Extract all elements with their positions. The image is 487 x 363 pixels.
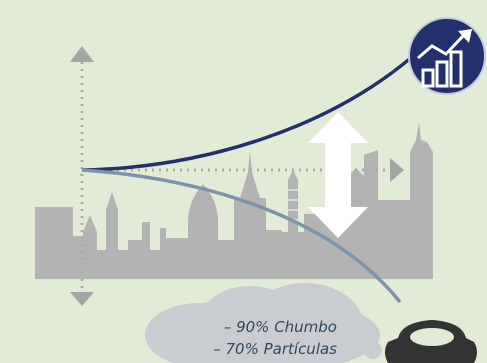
car-icon [385,320,477,363]
falling-curve [81,168,402,304]
lead-reduction-note: – 90% Chumbo [223,318,337,336]
particles-reduction-note: – 70% Partículas [213,340,337,358]
exhaust-cloud [145,283,382,363]
baseline-arrow [390,158,404,182]
axis-down-arrow [70,292,94,306]
exhaust-puff [364,341,382,359]
vertical-double-arrow-icon [308,112,368,238]
city-skyline [35,122,433,279]
bar-chart-growth-icon [408,17,486,95]
axis-up-arrow [70,46,94,62]
chart-axes [70,46,404,306]
rising-curve [81,48,422,172]
